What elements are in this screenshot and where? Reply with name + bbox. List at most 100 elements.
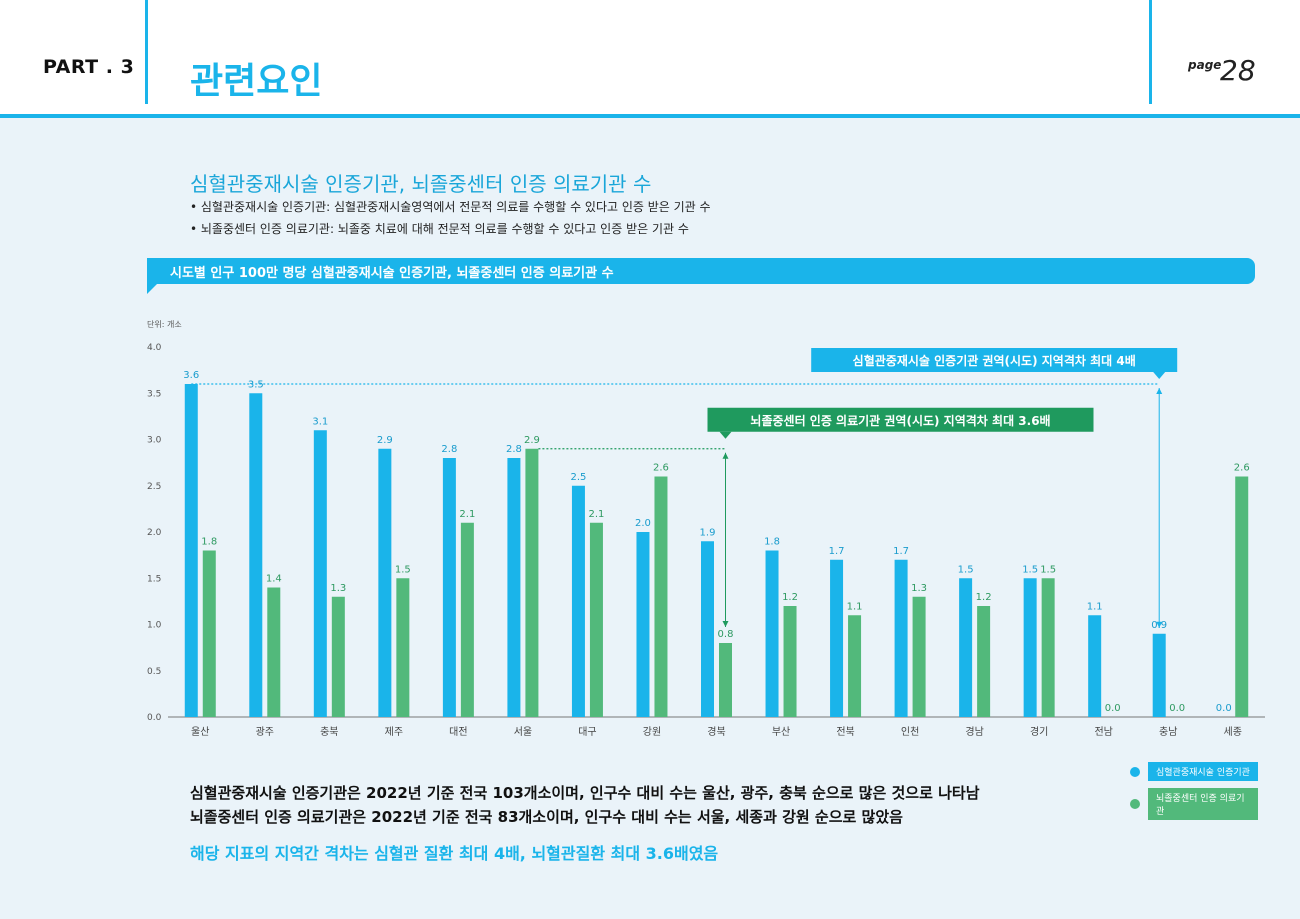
- x-tick-label: 전북: [836, 726, 854, 738]
- annotation-stroke-arrow-down: [722, 621, 729, 627]
- bar-cardio: [507, 458, 521, 717]
- header-divider: [0, 114, 1300, 118]
- bar-stroke: [525, 448, 539, 717]
- x-tick-label: 강원: [643, 726, 661, 738]
- x-tick-label: 인천: [901, 726, 919, 738]
- chart-banner-tail: [147, 284, 157, 294]
- y-tick-label: 1.5: [147, 574, 161, 584]
- data-label-cardio: 1.5: [1022, 564, 1038, 575]
- x-tick-label: 대전: [449, 726, 467, 738]
- data-label-cardio: 3.1: [312, 416, 328, 427]
- definition-bullet-cardio: • 심혈관중재시술 인증기관: 심혈관중재시술영역에서 전문적 의료를 수행할 …: [190, 200, 711, 214]
- bar-stroke: [719, 643, 732, 717]
- chart-section-subtitle: 심혈관중재시술 인증기관, 뇌졸중센터 인증 의료기관 수: [190, 172, 652, 196]
- part-label: PART . 3: [43, 56, 135, 78]
- data-label-stroke: 2.1: [588, 509, 604, 520]
- data-label-stroke: 1.3: [330, 583, 346, 594]
- annotation-stroke-pointer: [719, 431, 732, 439]
- unit-label: 단위: 개소: [147, 319, 182, 329]
- chart-banner: [147, 258, 1255, 284]
- legend-label-stroke: 뇌졸중센터 인증 의료기관: [1148, 788, 1258, 820]
- bar-stroke: [783, 606, 797, 717]
- data-label-stroke: 2.9: [524, 435, 540, 446]
- bar-cardio: [184, 384, 198, 717]
- bar-stroke: [1041, 578, 1055, 717]
- data-label-stroke: 1.2: [976, 592, 992, 603]
- annotation-cardio-arrow-up: [1156, 388, 1163, 394]
- data-label-stroke: 1.5: [1040, 564, 1056, 575]
- y-tick-label: 3.0: [147, 436, 162, 446]
- data-label-cardio: 2.5: [570, 472, 586, 483]
- data-label-stroke: 2.6: [653, 463, 669, 474]
- bar-stroke: [202, 550, 216, 717]
- bar-cardio: [701, 541, 714, 717]
- data-label-stroke: 1.4: [266, 574, 282, 585]
- bar-cardio: [249, 393, 263, 717]
- bar-cardio: [830, 559, 844, 717]
- data-label-cardio: 1.8: [764, 537, 780, 548]
- bar-cardio: [1088, 615, 1102, 717]
- bar-cardio: [765, 550, 779, 717]
- bar-stroke: [331, 596, 345, 717]
- bar-cardio: [442, 458, 456, 717]
- x-tick-label: 세종: [1224, 726, 1242, 738]
- annotation-stroke-box: [707, 407, 1094, 432]
- data-label-stroke: 0.0: [1169, 703, 1185, 714]
- header-vertical-rule-left: [145, 0, 148, 104]
- data-label-stroke: 2.1: [459, 509, 475, 520]
- bar-cardio: [571, 485, 585, 717]
- x-tick-label: 경기: [1030, 725, 1048, 738]
- definition-bullet-stroke: • 뇌졸중센터 인증 의료기관: 뇌졸중 치료에 대해 전문적 의료를 수행할 …: [190, 222, 689, 236]
- annotation-stroke-arrow-up: [722, 452, 729, 459]
- y-tick-label: 0.5: [147, 667, 161, 677]
- bar-cardio: [1152, 633, 1166, 717]
- bar-cardio: [1023, 578, 1037, 717]
- legend-label-cardio: 심혈관중재시술 인증기관: [1148, 762, 1258, 781]
- legend-dot-cardio: [1130, 766, 1140, 777]
- legend-item-stroke: 뇌졸중센터 인증 의료기관: [1130, 788, 1258, 820]
- annotation-cardio-arrow-down: [1156, 621, 1163, 628]
- bar-cardio: [636, 532, 650, 717]
- data-label-stroke: 2.6: [1234, 463, 1250, 474]
- data-label-stroke: 0.8: [718, 629, 734, 640]
- x-tick-label: 경북: [707, 725, 725, 738]
- bar-stroke: [460, 522, 474, 717]
- data-label-cardio: 1.1: [1087, 601, 1103, 612]
- x-tick-label: 울산: [191, 726, 209, 738]
- data-label-cardio: 1.7: [893, 546, 909, 557]
- annotation-stroke-text: 뇌졸중센터 인증 의료기관 권역(시도) 지역격차 최대 3.6배: [750, 413, 1050, 428]
- data-label-cardio: 2.9: [377, 435, 393, 446]
- x-tick-label: 충북: [320, 726, 338, 738]
- data-label-cardio: 1.9: [700, 527, 716, 538]
- page-number: 28: [1220, 54, 1256, 87]
- bar-cardio: [894, 559, 908, 717]
- data-label-stroke: 0.0: [1105, 703, 1121, 714]
- bar-stroke: [912, 596, 926, 717]
- x-tick-label: 광주: [256, 726, 274, 738]
- y-tick-label: 4.0: [147, 343, 162, 353]
- data-label-cardio: 2.8: [506, 444, 522, 455]
- data-label-cardio: 1.7: [829, 546, 845, 557]
- bar-stroke: [1235, 476, 1249, 717]
- page-label: page: [1188, 58, 1222, 72]
- x-tick-label: 부산: [772, 726, 790, 738]
- y-tick-label: 3.5: [147, 389, 161, 399]
- bar-stroke: [396, 578, 410, 717]
- legend-dot-stroke: [1130, 799, 1140, 809]
- header-vertical-rule-right: [1149, 0, 1152, 104]
- y-tick-label: 0.0: [147, 713, 162, 723]
- data-label-cardio: 3.6: [183, 370, 199, 381]
- bar-stroke: [589, 522, 603, 717]
- legend-item-cardio: 심혈관중재시술 인증기관: [1130, 762, 1258, 781]
- bar-cardio: [313, 430, 327, 717]
- bar-cardio: [959, 578, 973, 717]
- x-tick-label: 전남: [1094, 726, 1112, 738]
- finding-stroke: 뇌졸중센터 인증 의료기관은 2022년 기준 전국 83개소이며, 인구수 대…: [190, 808, 903, 826]
- data-label-cardio: 2.8: [441, 444, 457, 455]
- bar-stroke: [977, 606, 991, 717]
- annotation-cardio-text: 심혈관중재시술 인증기관 권역(시도) 지역격차 최대 4배: [853, 353, 1136, 368]
- bar-stroke: [267, 587, 281, 717]
- data-label-stroke: 1.2: [782, 592, 798, 603]
- y-tick-label: 2.0: [147, 528, 162, 538]
